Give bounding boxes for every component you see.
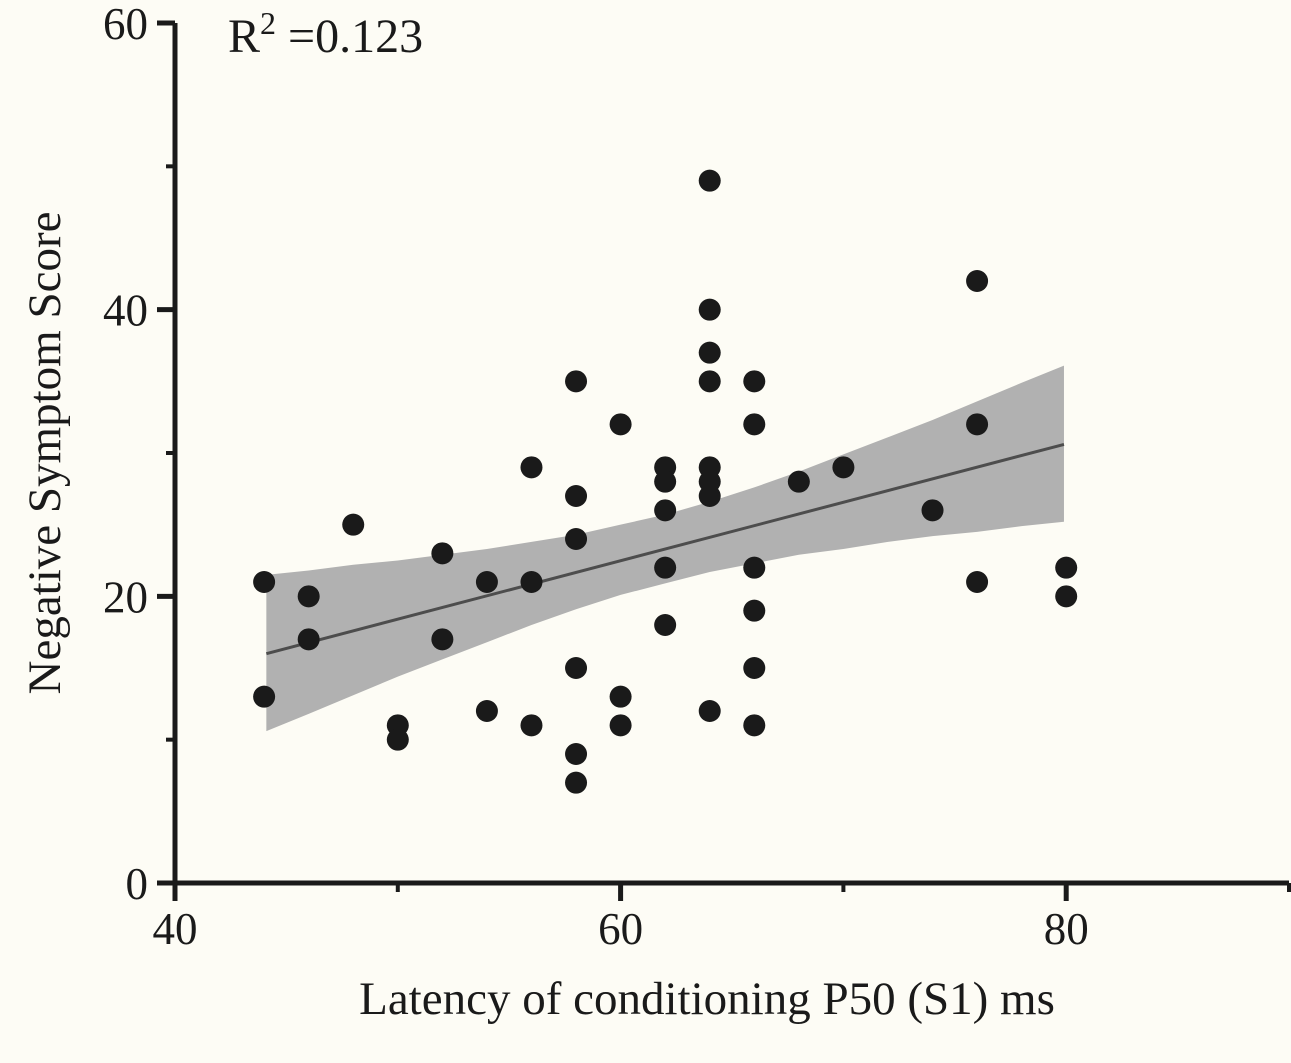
data-point [609, 685, 632, 708]
data-point [253, 571, 276, 593]
data-point [743, 714, 766, 737]
x-tick-label: 80 [1044, 904, 1089, 954]
y-axis-title: Negative Symptom Score [19, 212, 71, 695]
tick-labels: 40 60 80 0 20 40 60 [103, 0, 1089, 954]
data-point [698, 298, 721, 321]
data-point [654, 499, 677, 522]
data-point [966, 571, 989, 593]
y-tick-label: 60 [103, 0, 148, 49]
data-point [698, 370, 721, 393]
data-point [609, 714, 632, 737]
r-squared-value: =0.123 [288, 10, 423, 63]
data-point [743, 413, 766, 436]
data-point [565, 657, 588, 679]
data-point [698, 700, 721, 722]
r-squared-base: R [228, 10, 260, 63]
data-point [565, 771, 588, 794]
r-squared-superscript: 2 [260, 5, 276, 41]
data-point [297, 628, 320, 651]
data-point [743, 370, 766, 393]
data-point [431, 628, 454, 651]
data-point [654, 470, 677, 493]
data-point [966, 270, 989, 292]
data-point [565, 370, 588, 393]
data-point [565, 528, 588, 550]
y-tick-label: 0 [126, 859, 149, 909]
data-point [832, 456, 855, 479]
data-point [609, 413, 632, 436]
data-point [565, 743, 588, 765]
x-axis-title: Latency of conditioning P50 (S1) ms [359, 973, 1055, 1025]
data-point [431, 542, 454, 565]
data-point [698, 169, 721, 192]
data-point [743, 599, 766, 622]
data-point [342, 513, 365, 536]
data-point [966, 413, 989, 436]
data-point [698, 341, 721, 364]
data-point [1055, 585, 1078, 608]
data-point [743, 556, 766, 579]
r-squared-annotation: R2 =0.123 [228, 5, 423, 63]
y-tick-label: 20 [103, 572, 148, 622]
data-point [743, 657, 766, 679]
data-point [921, 499, 944, 522]
data-point [787, 470, 810, 493]
data-point [520, 714, 543, 737]
data-point [698, 485, 721, 507]
data-point [386, 728, 409, 751]
data-point [253, 685, 276, 708]
y-tick-label: 40 [103, 286, 148, 336]
data-point [654, 556, 677, 579]
x-tick-label: 60 [598, 904, 643, 954]
data-point [1055, 556, 1078, 579]
data-point [475, 571, 498, 593]
data-point [520, 456, 543, 479]
data-point [520, 571, 543, 593]
regression-line-segment [265, 442, 1065, 656]
data-points [253, 169, 1078, 794]
data-point [565, 485, 588, 507]
x-tick-label: 40 [153, 904, 198, 954]
data-point [475, 700, 498, 722]
regression-line [265, 442, 1065, 656]
data-point [654, 614, 677, 636]
axes [157, 20, 1291, 901]
data-point [297, 585, 320, 608]
